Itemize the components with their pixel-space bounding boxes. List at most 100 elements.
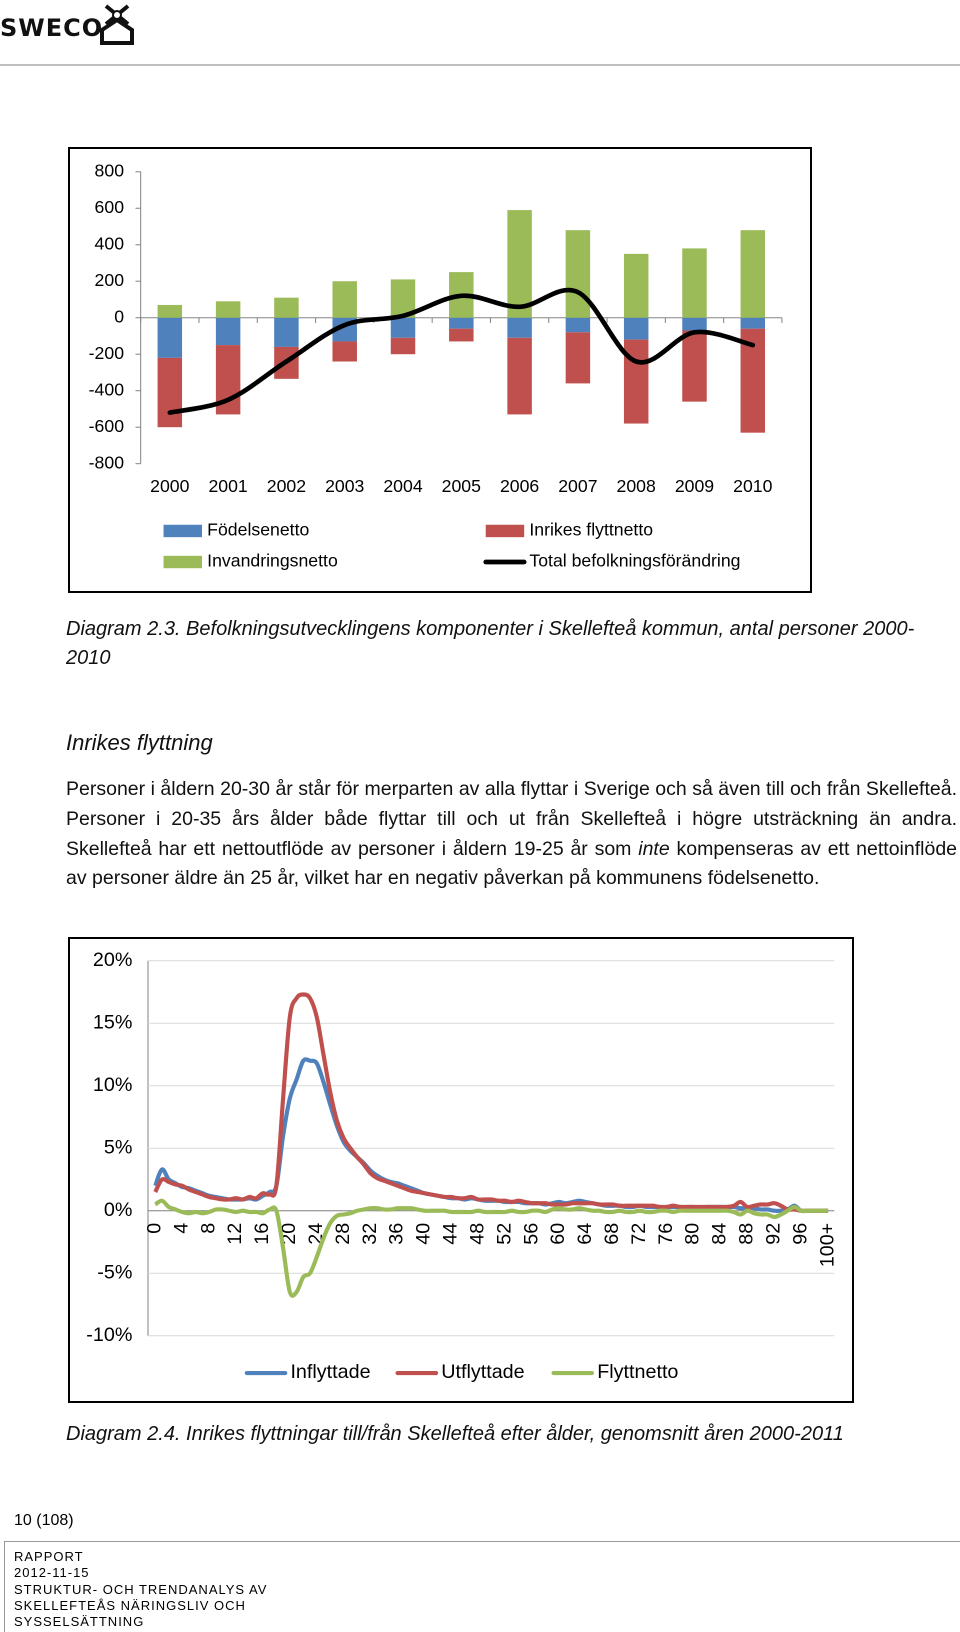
bar xyxy=(682,330,707,402)
caption: Diagram 2.4. Inrikes flyttningar till/fr… xyxy=(66,1423,844,1445)
y-tick-label: 10% xyxy=(93,1074,133,1096)
footer-line: STRUKTUR- OCH TRENDANALYS AV xyxy=(14,1581,268,1597)
x-tick-label: 72 xyxy=(628,1223,650,1245)
text: kompenseras av ett nettoinflöde av perso… xyxy=(66,837,958,890)
x-tick-label: 12 xyxy=(224,1223,246,1245)
x-tick-label: 2002 xyxy=(267,476,306,496)
x-tick-label: 64 xyxy=(574,1223,596,1245)
bar xyxy=(390,317,416,338)
bar xyxy=(332,341,357,362)
x-tick-label: 48 xyxy=(466,1223,488,1245)
x-tick-label: 2001 xyxy=(208,476,247,496)
x-tick-label: 84 xyxy=(709,1223,731,1245)
bar xyxy=(449,317,474,329)
footer-rule xyxy=(4,1541,5,1632)
y-tick-label: 600 xyxy=(95,197,125,217)
y-tick-label: -200 xyxy=(89,343,125,363)
legend-symbol xyxy=(163,524,202,538)
x-tick-label: 80 xyxy=(682,1223,704,1245)
bar xyxy=(215,301,241,318)
bar xyxy=(682,248,707,318)
bar xyxy=(565,332,591,384)
bar xyxy=(623,317,649,340)
y-tick-label: -800 xyxy=(89,452,125,472)
header-rule xyxy=(0,64,960,66)
footer-line: 2012-11-15 xyxy=(14,1565,90,1581)
x-tick-label: 100+ xyxy=(816,1223,838,1267)
x-tick-label: 2000 xyxy=(150,476,189,496)
y-tick-label: 0 xyxy=(114,306,124,326)
bar xyxy=(682,317,707,331)
x-tick-label: 2006 xyxy=(500,476,539,496)
x-tick-label: 44 xyxy=(439,1223,461,1245)
legend-label: Total befolkningsförändring xyxy=(529,551,740,571)
x-tick-label: 16 xyxy=(251,1223,273,1245)
y-tick-label: -5% xyxy=(97,1261,132,1283)
bar xyxy=(215,317,241,346)
legend-symbol xyxy=(485,524,525,538)
legend-label: Inflyttade xyxy=(290,1361,370,1383)
legend-symbol xyxy=(163,555,202,569)
bar xyxy=(274,317,299,347)
legend-label: Invandringsnetto xyxy=(207,551,338,571)
line xyxy=(167,287,756,415)
x-tick-label: 2009 xyxy=(675,476,714,496)
paragraph: Personer i åldern 20-30 år står för merp… xyxy=(66,775,957,894)
x-tick-label: 92 xyxy=(762,1223,784,1245)
bar xyxy=(623,253,649,318)
x-tick-label: 2004 xyxy=(383,476,422,496)
x-tick-label: 32 xyxy=(359,1223,381,1245)
y-tick-label: 0% xyxy=(104,1199,133,1221)
footer-line: SYSSELSÄTTNING xyxy=(14,1614,145,1630)
x-tick-label: 2007 xyxy=(558,476,597,496)
legend-label: Flyttnetto xyxy=(597,1361,678,1383)
bar xyxy=(274,297,299,318)
line xyxy=(153,1057,829,1214)
line xyxy=(154,1198,829,1298)
logo-icon xyxy=(100,4,134,45)
y-tick-label: 20% xyxy=(93,949,133,971)
x-tick-label: 88 xyxy=(736,1223,758,1245)
y-tick-label: 800 xyxy=(95,160,125,180)
line xyxy=(153,992,829,1213)
section-heading: Inrikes flyttning xyxy=(66,730,213,755)
x-tick-label: 2008 xyxy=(617,476,656,496)
y-tick-label: 200 xyxy=(95,270,125,290)
y-tick-label: 400 xyxy=(95,233,125,253)
footer-info: RAPPORT 2012-11-15 STRUKTUR- OCH TRENDANAL… xyxy=(14,1549,267,1630)
bar xyxy=(157,304,183,318)
bar xyxy=(623,339,649,424)
y-tick-label: -400 xyxy=(89,379,125,399)
y-tick-label: 5% xyxy=(104,1136,133,1158)
bar xyxy=(157,317,183,358)
x-tick-label: 28 xyxy=(332,1223,354,1245)
bar xyxy=(157,357,183,428)
x-tick-label: 52 xyxy=(493,1223,515,1245)
text: Personer i åldern 20-30 år står för merp… xyxy=(66,778,957,860)
x-tick-label: 56 xyxy=(520,1223,542,1245)
chart-migration: -10%-5%0%5%10%15%20%0 4 8 12 16 20 24 28 32 36 40 4… xyxy=(68,937,854,1403)
y-tick-label: -10% xyxy=(86,1324,132,1346)
bar xyxy=(740,230,766,318)
bar xyxy=(332,281,357,318)
emphasis: inte xyxy=(638,837,670,860)
legend-label: Utflyttade xyxy=(441,1361,524,1383)
x-tick-label: 2010 xyxy=(733,476,772,496)
logo: SWECO xyxy=(0,14,104,42)
bar xyxy=(565,317,591,333)
footer-line: SKELLEFTEÅS NÄRINGSLIV OCH xyxy=(14,1597,246,1613)
y-tick-label: 15% xyxy=(93,1011,133,1033)
x-tick-label: 76 xyxy=(655,1223,677,1245)
footer-line: RAPPORT xyxy=(14,1549,84,1564)
bar xyxy=(507,210,532,318)
legend-label: Inrikes flyttnetto xyxy=(529,520,653,540)
bar xyxy=(507,317,532,338)
bar xyxy=(565,230,591,318)
footer-rule xyxy=(4,1541,960,1542)
bar xyxy=(390,337,416,355)
chart-population: -800 -600 -400 -200 0 200 400 600 800 2000 2001 200… xyxy=(68,147,812,593)
bar xyxy=(449,328,474,342)
x-tick-label: 60 xyxy=(547,1223,569,1245)
x-tick-label: 8 xyxy=(197,1223,219,1234)
